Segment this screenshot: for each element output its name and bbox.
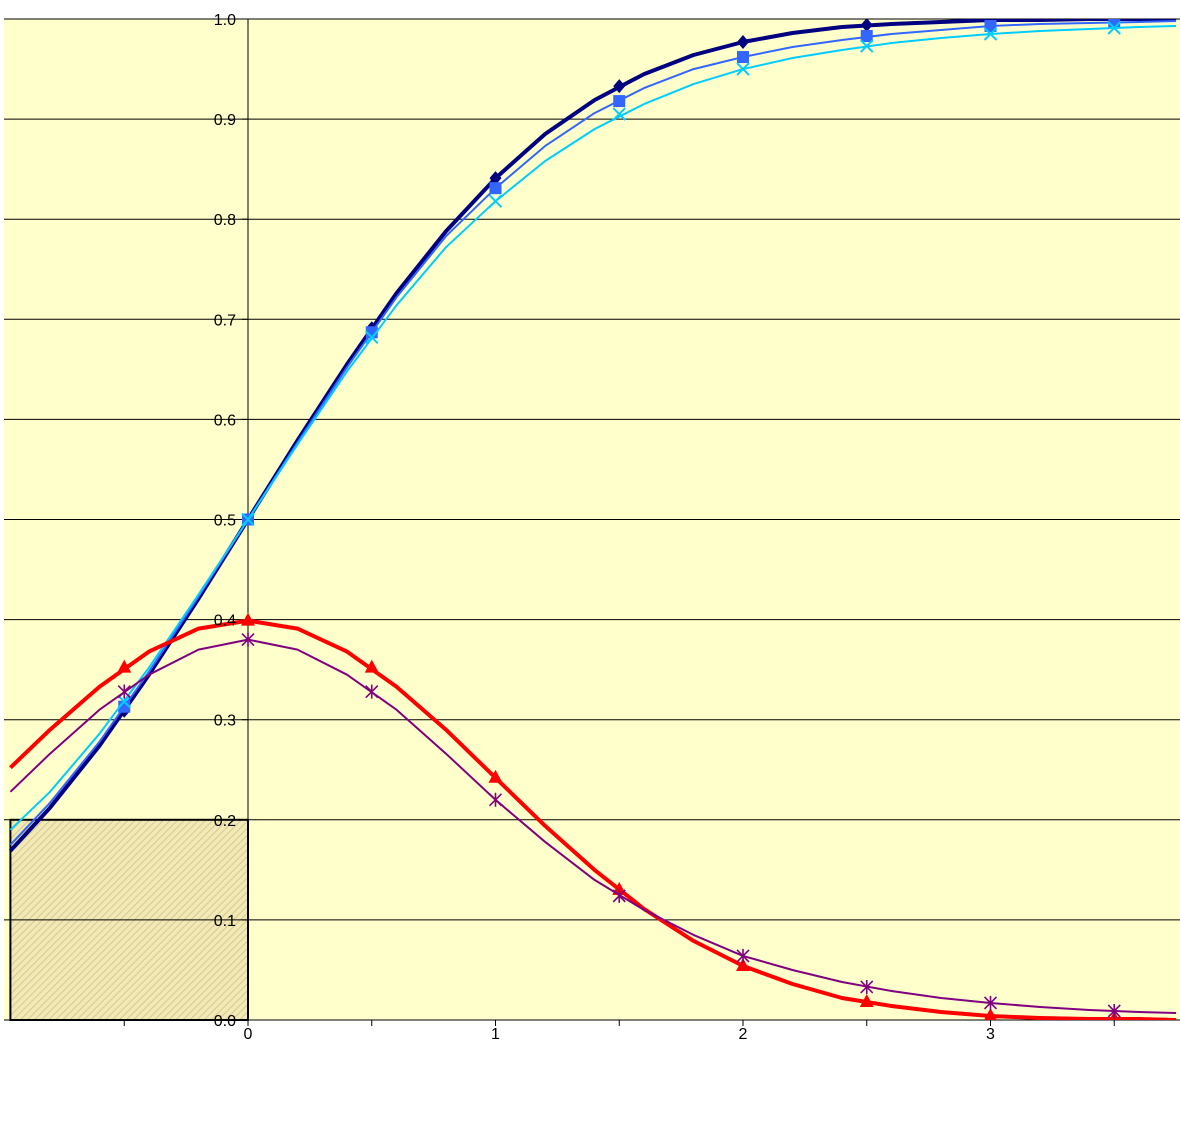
x-tick-label: 2 xyxy=(739,1026,748,1043)
data-point-s1-3 xyxy=(490,182,502,194)
data-point-s1-5 xyxy=(737,51,749,63)
y-tick-label: 0.8 xyxy=(214,212,236,229)
y-tick-label: 0.1 xyxy=(214,913,236,930)
y-tick-label: 0.6 xyxy=(214,412,236,429)
data-point-s1-4 xyxy=(613,95,625,107)
data-point-s1-6 xyxy=(861,30,873,42)
data-point-s1-8 xyxy=(1108,16,1120,28)
y-tick-label: 0.0 xyxy=(214,1013,236,1030)
x-tick-label: 0 xyxy=(244,1026,253,1043)
x-tick-label: 3 xyxy=(986,1026,995,1043)
y-tick-label: 0.4 xyxy=(214,613,236,630)
x-tick-label: 1 xyxy=(491,1026,500,1043)
y-tick-label: 0.2 xyxy=(214,813,236,830)
y-tick-label: 1.0 xyxy=(214,12,236,29)
y-tick-label: 0.5 xyxy=(214,513,236,530)
y-tick-label: 0.9 xyxy=(214,112,236,129)
y-tick-label: 0.3 xyxy=(214,713,236,730)
y-tick-label: 0.7 xyxy=(214,312,236,329)
